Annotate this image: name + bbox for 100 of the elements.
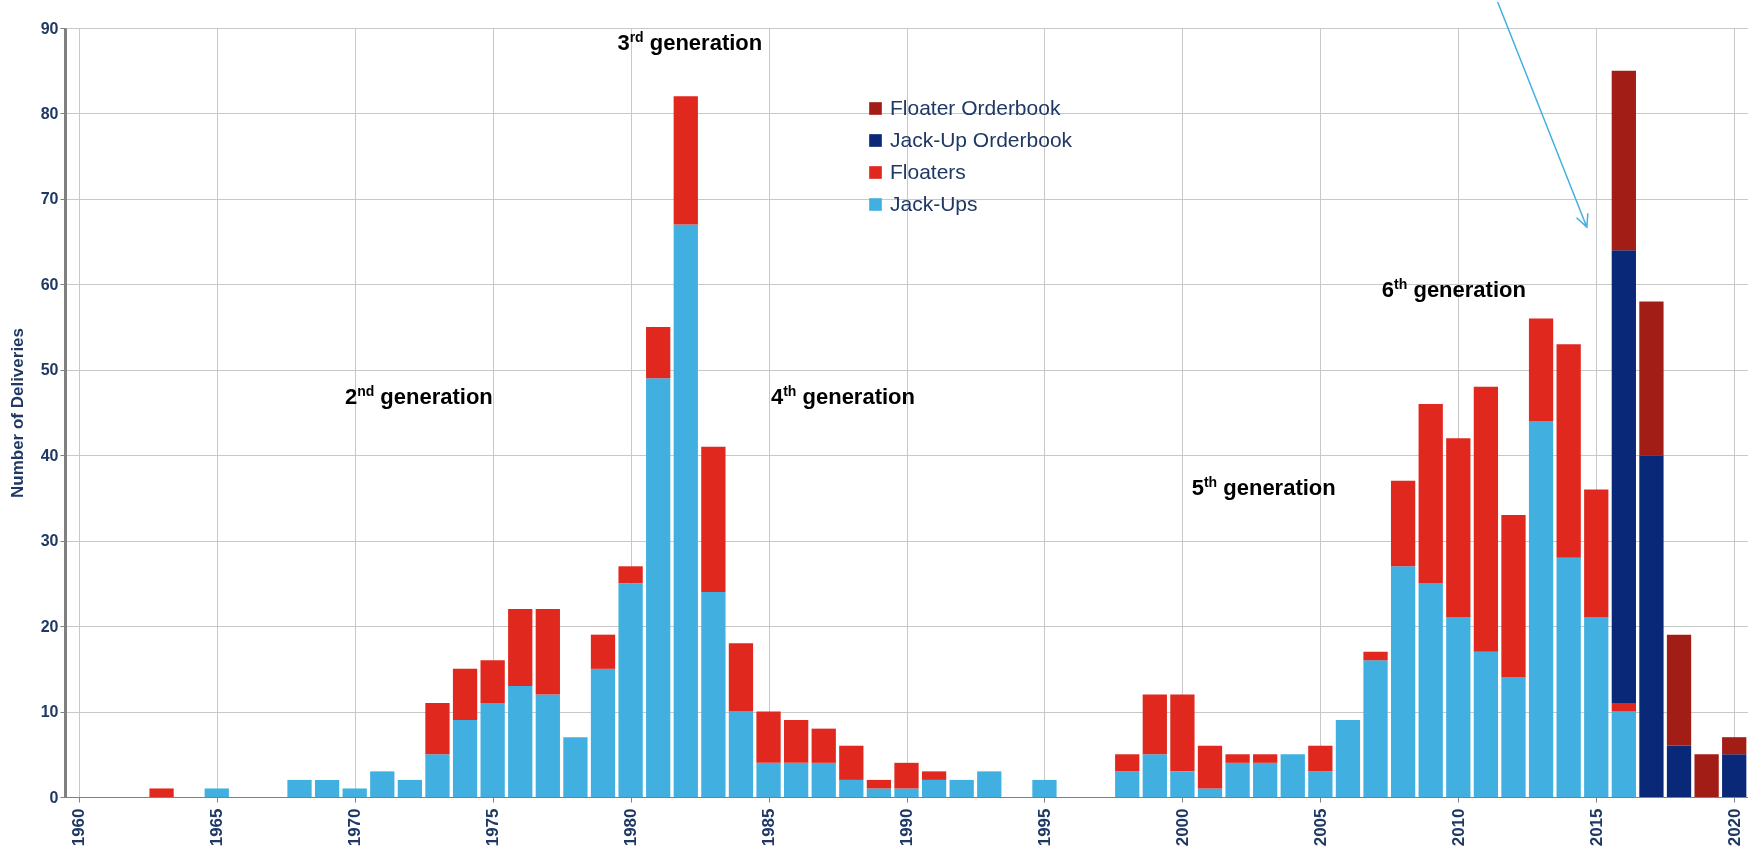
y-tick-label: 10 <box>40 703 59 721</box>
bar <box>1418 403 1443 584</box>
bar <box>921 779 947 797</box>
bar <box>1722 737 1747 755</box>
bar <box>1225 762 1250 797</box>
annotation: 6$^{th}$ generation <box>1381 276 1526 303</box>
bar <box>1197 745 1223 789</box>
bar <box>1363 651 1388 661</box>
x-tick-label: 2020 <box>1724 808 1744 847</box>
bar <box>1253 754 1278 763</box>
bar <box>508 685 533 797</box>
x-tick-label: 2000 <box>1172 808 1192 847</box>
bar <box>1446 438 1471 618</box>
bar <box>1501 515 1526 678</box>
bar <box>563 737 588 797</box>
bar <box>590 668 616 797</box>
bar <box>1611 70 1636 251</box>
bar <box>342 788 367 797</box>
bar <box>728 711 754 797</box>
bar <box>1253 762 1278 797</box>
legend-label: Floaters <box>890 159 966 183</box>
y-tick-label: 50 <box>40 361 59 379</box>
bar <box>1501 677 1526 797</box>
y-axis-title: Number of Deliveries <box>7 327 27 499</box>
bar <box>314 779 340 797</box>
bar <box>811 728 836 763</box>
bar <box>1473 651 1499 797</box>
bar <box>1446 617 1471 797</box>
x-tick-label: 1995 <box>1034 808 1054 847</box>
bar <box>370 771 395 797</box>
bar <box>1142 754 1167 797</box>
bar <box>1666 634 1692 746</box>
bar <box>480 703 505 797</box>
bar <box>1639 301 1664 456</box>
x-tick-label: 1985 <box>759 808 779 847</box>
bar <box>784 720 809 763</box>
y-tick-label: 70 <box>40 190 59 208</box>
annotation: 4$^{th}$ generation <box>770 383 915 410</box>
bar <box>480 660 505 704</box>
bar <box>1418 583 1443 797</box>
x-tick-label: 1975 <box>483 808 503 847</box>
bar <box>1225 754 1250 763</box>
bar <box>1556 557 1581 797</box>
bar <box>590 634 616 669</box>
bar <box>1528 421 1554 797</box>
bar <box>1584 617 1609 797</box>
bar <box>149 788 174 797</box>
bar <box>646 327 671 379</box>
bar <box>1473 386 1499 652</box>
bar <box>756 762 781 797</box>
bar <box>1611 703 1636 712</box>
bar <box>1722 754 1747 797</box>
bar <box>1115 771 1140 797</box>
bar <box>1280 754 1305 797</box>
bar <box>701 446 726 592</box>
bar <box>673 96 698 225</box>
legend-label: Jack-Up Orderbook <box>890 127 1073 151</box>
y-tick-label: 30 <box>40 532 59 550</box>
bar <box>949 779 974 797</box>
bar <box>425 754 450 797</box>
bar <box>452 720 478 797</box>
bar <box>894 762 919 789</box>
bar <box>397 779 423 797</box>
bar <box>784 762 809 797</box>
bar <box>1032 779 1057 797</box>
bar <box>452 668 478 721</box>
bar <box>1666 745 1692 797</box>
bar <box>977 771 1002 797</box>
bar <box>1170 694 1195 772</box>
x-tick-label: 2015 <box>1586 808 1606 847</box>
bar <box>1611 250 1636 704</box>
bar <box>1556 344 1581 558</box>
bar <box>204 788 229 797</box>
bar <box>1528 318 1554 422</box>
annotation: 2$^{nd}$ generation <box>344 383 493 410</box>
bar <box>287 779 312 797</box>
bar <box>646 378 671 797</box>
bar <box>1170 771 1195 797</box>
x-tick-label: 2005 <box>1310 808 1330 847</box>
bar <box>866 788 892 797</box>
y-tick-label: 40 <box>40 446 59 464</box>
bar <box>508 609 533 686</box>
bar <box>1115 754 1140 772</box>
bar <box>839 779 864 797</box>
legend-label: Floater Orderbook <box>890 95 1061 119</box>
bar <box>1363 660 1388 797</box>
bar <box>673 224 698 797</box>
bar <box>1308 745 1333 772</box>
x-tick-label: 1990 <box>897 808 916 847</box>
annotation: 5$^{th}$ generation <box>1191 473 1336 500</box>
x-tick-label: 1965 <box>207 808 227 847</box>
bar <box>839 745 864 780</box>
bar <box>535 694 560 797</box>
bar <box>1390 566 1416 797</box>
bar <box>425 703 450 755</box>
y-tick-label: 20 <box>40 617 59 635</box>
bar <box>866 779 892 789</box>
bar <box>1639 455 1664 797</box>
x-tick-label: 1980 <box>621 808 641 847</box>
bar <box>1390 480 1416 567</box>
